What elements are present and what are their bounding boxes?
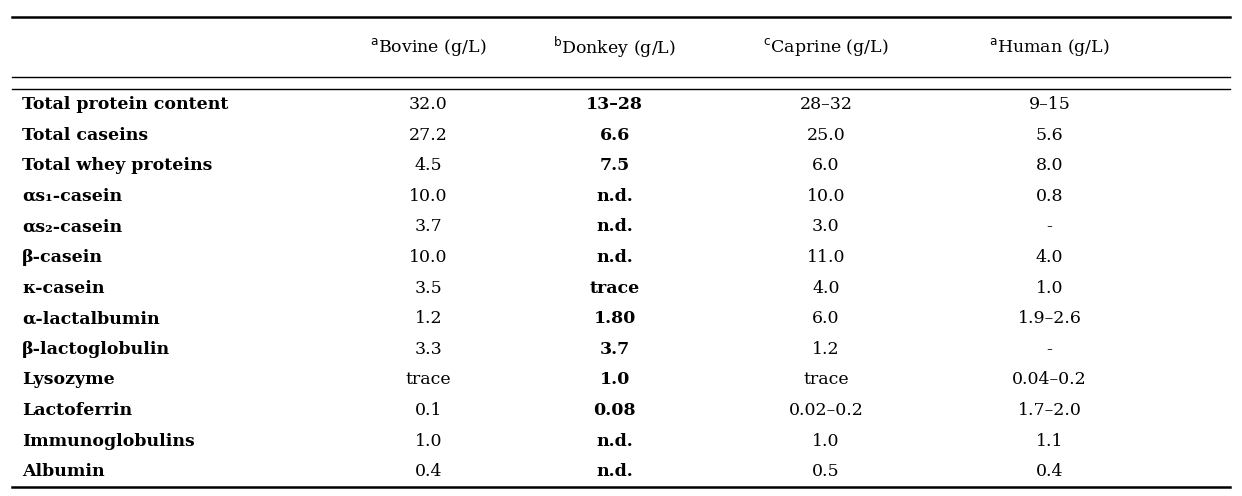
Text: 6.0: 6.0 bbox=[812, 157, 840, 174]
Text: $^{\mathrm{a}}$Human (g/L): $^{\mathrm{a}}$Human (g/L) bbox=[989, 36, 1110, 58]
Text: Total caseins: Total caseins bbox=[22, 126, 149, 144]
Text: 4.5: 4.5 bbox=[415, 157, 442, 174]
Text: 4.0: 4.0 bbox=[1036, 249, 1063, 266]
Text: trace: trace bbox=[406, 372, 451, 388]
Text: 1.9–2.6: 1.9–2.6 bbox=[1017, 310, 1082, 327]
Text: 0.08: 0.08 bbox=[594, 402, 636, 419]
Text: 13–28: 13–28 bbox=[586, 96, 643, 113]
Text: αs₂-casein: αs₂-casein bbox=[22, 218, 123, 236]
Text: 11.0: 11.0 bbox=[807, 249, 845, 266]
Text: β-lactoglobulin: β-lactoglobulin bbox=[22, 341, 170, 358]
Text: 1.2: 1.2 bbox=[812, 341, 840, 358]
Text: 10.0: 10.0 bbox=[410, 249, 447, 266]
Text: 1.80: 1.80 bbox=[594, 310, 636, 327]
Text: 25.0: 25.0 bbox=[806, 126, 846, 144]
Text: 3.7: 3.7 bbox=[415, 218, 442, 236]
Text: 3.7: 3.7 bbox=[600, 341, 630, 358]
Text: 0.4: 0.4 bbox=[1036, 463, 1063, 480]
Text: 5.6: 5.6 bbox=[1036, 126, 1063, 144]
Text: αs₁-casein: αs₁-casein bbox=[22, 188, 123, 205]
Text: 0.02–0.2: 0.02–0.2 bbox=[789, 402, 863, 419]
Text: n.d.: n.d. bbox=[596, 218, 633, 236]
Text: Lactoferrin: Lactoferrin bbox=[22, 402, 133, 419]
Text: -: - bbox=[1047, 341, 1052, 358]
Text: 10.0: 10.0 bbox=[807, 188, 845, 205]
Text: 27.2: 27.2 bbox=[409, 126, 448, 144]
Text: 8.0: 8.0 bbox=[1036, 157, 1063, 174]
Text: $^{\mathrm{b}}$Donkey (g/L): $^{\mathrm{b}}$Donkey (g/L) bbox=[554, 35, 676, 60]
Text: $^{\mathrm{c}}$Caprine (g/L): $^{\mathrm{c}}$Caprine (g/L) bbox=[763, 36, 889, 58]
Text: 0.04–0.2: 0.04–0.2 bbox=[1012, 372, 1087, 388]
Text: Total protein content: Total protein content bbox=[22, 96, 229, 113]
Text: 6.6: 6.6 bbox=[600, 126, 630, 144]
Text: 32.0: 32.0 bbox=[409, 96, 448, 113]
Text: $^{\mathrm{a}}$Bovine (g/L): $^{\mathrm{a}}$Bovine (g/L) bbox=[370, 36, 487, 58]
Text: n.d.: n.d. bbox=[596, 188, 633, 205]
Text: 9–15: 9–15 bbox=[1028, 96, 1071, 113]
Text: trace: trace bbox=[590, 280, 640, 297]
Text: 1.7–2.0: 1.7–2.0 bbox=[1017, 402, 1082, 419]
Text: trace: trace bbox=[804, 372, 848, 388]
Text: -: - bbox=[1047, 218, 1052, 236]
Text: 28–32: 28–32 bbox=[800, 96, 852, 113]
Text: 1.2: 1.2 bbox=[415, 310, 442, 327]
Text: 1.1: 1.1 bbox=[1036, 433, 1063, 450]
Text: 0.1: 0.1 bbox=[415, 402, 442, 419]
Text: n.d.: n.d. bbox=[596, 463, 633, 480]
Text: 1.0: 1.0 bbox=[600, 372, 630, 388]
Text: 0.5: 0.5 bbox=[812, 463, 840, 480]
Text: Total whey proteins: Total whey proteins bbox=[22, 157, 212, 174]
Text: Lysozyme: Lysozyme bbox=[22, 372, 116, 388]
Text: 1.0: 1.0 bbox=[812, 433, 840, 450]
Text: n.d.: n.d. bbox=[596, 433, 633, 450]
Text: Albumin: Albumin bbox=[22, 463, 106, 480]
Text: Immunoglobulins: Immunoglobulins bbox=[22, 433, 195, 450]
Text: 10.0: 10.0 bbox=[410, 188, 447, 205]
Text: α-lactalbumin: α-lactalbumin bbox=[22, 310, 160, 327]
Text: β-casein: β-casein bbox=[22, 249, 103, 266]
Text: 3.5: 3.5 bbox=[415, 280, 442, 297]
Text: 0.4: 0.4 bbox=[415, 463, 442, 480]
Text: 7.5: 7.5 bbox=[600, 157, 630, 174]
Text: 1.0: 1.0 bbox=[415, 433, 442, 450]
Text: 3.3: 3.3 bbox=[415, 341, 442, 358]
Text: 1.0: 1.0 bbox=[1036, 280, 1063, 297]
Text: 0.8: 0.8 bbox=[1036, 188, 1063, 205]
Text: 4.0: 4.0 bbox=[812, 280, 840, 297]
Text: 3.0: 3.0 bbox=[812, 218, 840, 236]
Text: 6.0: 6.0 bbox=[812, 310, 840, 327]
Text: κ-casein: κ-casein bbox=[22, 280, 104, 297]
Text: n.d.: n.d. bbox=[596, 249, 633, 266]
